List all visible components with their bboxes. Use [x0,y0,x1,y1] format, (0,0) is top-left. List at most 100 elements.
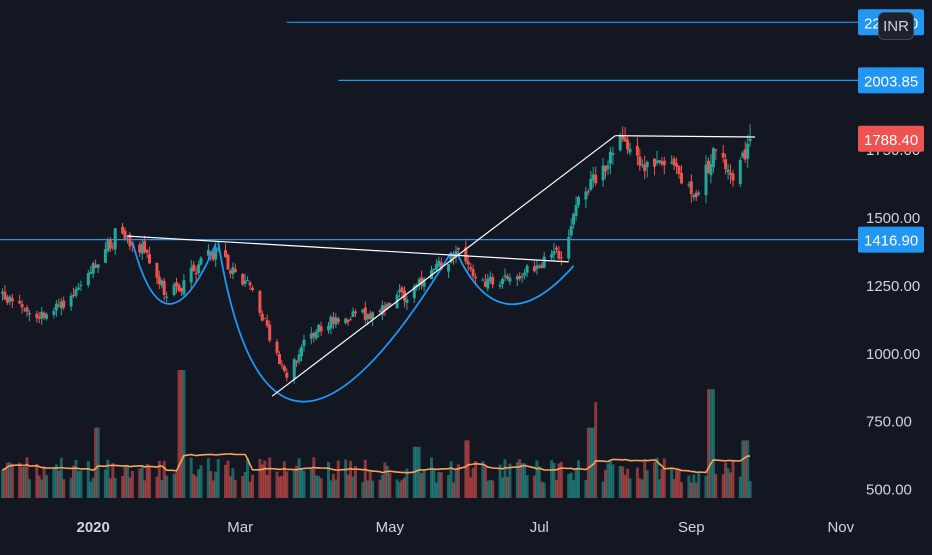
volume-bar [532,475,536,498]
candle [437,256,441,268]
volume-bar [456,464,460,498]
volume-bar [466,440,470,498]
candle [349,316,353,321]
currency-button[interactable]: INR [878,12,914,40]
cup-curve[interactable] [455,250,575,305]
candle [123,227,127,241]
candle [346,319,350,326]
time-axis[interactable]: 2020 Mar May Jul Sep Nov [0,508,858,550]
volume-bar [121,476,125,498]
candle-body [165,296,169,298]
volume-bar [189,457,193,498]
candle [464,240,468,265]
volume-bar [525,475,529,498]
candle-body [35,313,39,318]
candle-body [89,271,93,274]
candle [420,270,424,290]
volume-bar [738,476,742,498]
candle [430,265,433,280]
candle-body [189,267,193,283]
candle-body [246,280,250,282]
price-tick-label: 750.00 [866,414,912,431]
candle-body [121,226,125,234]
candle-body [334,317,338,325]
trendline[interactable] [271,135,616,397]
candle-body [469,267,473,270]
candle [25,305,29,317]
volume-bar [86,461,90,498]
volume-bar [285,471,289,498]
candle-body [645,161,649,168]
candle-body [606,165,610,169]
candle-body [145,250,149,253]
candle-body [278,354,281,365]
volume-bar [452,482,455,498]
volume-bar [572,480,576,498]
candle-body [550,254,554,258]
candle [640,159,644,169]
candle-body [611,153,615,155]
volume-bar [567,474,571,498]
candle-body [540,264,544,269]
volume-bar [626,468,630,498]
candle [653,158,656,176]
candle-body [42,312,46,318]
candle [241,273,245,287]
volume-bar [481,461,485,498]
volume-bar [498,464,502,498]
candle [498,281,502,289]
candle-body [10,298,14,302]
candle [113,227,117,255]
candle [709,154,713,184]
candle-body [1,291,4,294]
candle-body [488,276,492,282]
volume-bar [248,481,252,498]
candle-body [138,244,142,253]
volume-bar [182,370,186,498]
candle-body [535,265,539,270]
volume-bar [40,479,44,498]
candle [569,218,573,238]
volume-bar [96,427,100,498]
candle [246,276,250,282]
candle-body [520,276,524,278]
candle [18,294,22,304]
candle [278,351,281,365]
candle-body [586,191,590,193]
volume-bar [192,474,196,498]
volume-bar [398,482,402,498]
volume-bar [172,473,176,498]
candle-body [608,151,612,164]
candle-body [552,250,556,255]
candle-body [192,264,196,272]
candle-body [601,165,605,181]
candle-body [689,181,693,194]
candle-body [628,148,632,153]
candle [312,331,316,343]
candle-body [486,279,490,289]
volume-bar [35,463,39,498]
candle [503,268,507,282]
cup-curve[interactable] [217,241,452,403]
candle-body [420,277,424,286]
candle [537,263,541,269]
volume-bar [729,472,732,498]
candle [361,309,365,315]
volume-bar [106,459,110,498]
volume-bar [123,465,127,498]
volume-bar [297,458,301,498]
candle [27,310,31,322]
cup-curve[interactable] [131,241,217,305]
volume-bar [540,481,544,498]
candle-body [481,279,485,281]
volume-bar [731,460,735,498]
candle [743,141,747,163]
candle [89,266,93,275]
trendline[interactable] [127,235,569,263]
candle [672,156,676,171]
volume-bar [354,466,357,498]
candle [422,276,426,292]
trendline[interactable] [615,135,756,138]
